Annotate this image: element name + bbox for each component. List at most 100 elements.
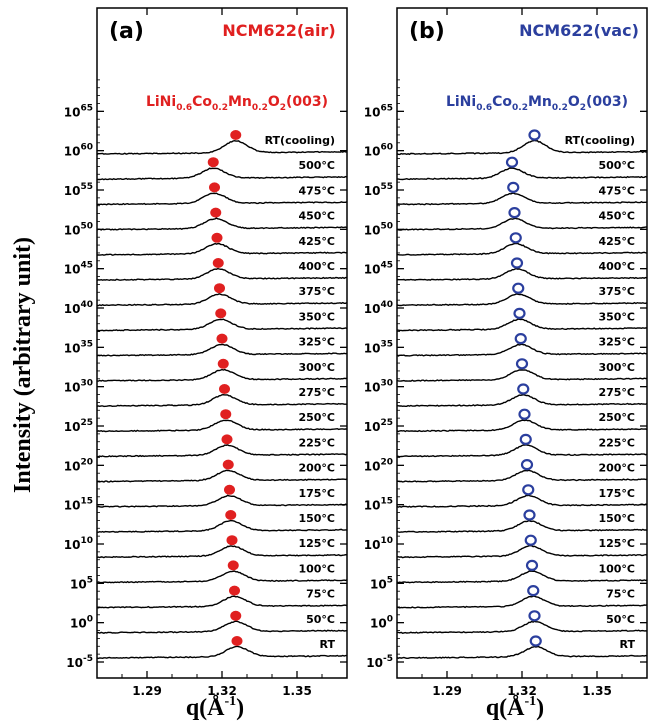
y-tick-base: 10 xyxy=(64,538,81,552)
peak-marker xyxy=(230,610,242,621)
peak-marker xyxy=(225,510,237,520)
y-tick-exp: 30 xyxy=(380,379,393,389)
peak-marker xyxy=(211,232,223,243)
peak-marker xyxy=(222,459,234,470)
series-label: 275°C xyxy=(598,386,635,399)
peak-label-part: 2 xyxy=(580,103,586,113)
peak-label-part: Co xyxy=(492,94,512,110)
series-label: 375°C xyxy=(598,285,635,298)
x-tick-label: 1.35 xyxy=(582,684,612,698)
peak-label-part: 0.6 xyxy=(176,103,192,113)
xrd-curve xyxy=(97,519,347,533)
y-tick-base: 10 xyxy=(64,184,81,198)
series-label: 450°C xyxy=(598,210,635,223)
y-tick-base: 10 xyxy=(64,145,81,159)
xrd-curve xyxy=(96,494,348,508)
x-axis-label-close: ) xyxy=(536,695,544,721)
peak-marker xyxy=(219,384,230,394)
xrd-curve xyxy=(96,570,348,584)
series-label: RT(cooling) xyxy=(565,134,635,147)
y-tick-label: 10-5 xyxy=(366,654,393,670)
series-label: 175°C xyxy=(298,487,335,500)
y-tick-exp: 10 xyxy=(380,536,393,546)
y-tick-label: 1045 xyxy=(64,261,93,277)
y-tick-base: 10 xyxy=(364,105,381,119)
peak-marker xyxy=(212,258,224,268)
xrd-curve xyxy=(396,519,648,534)
series-label: 500°C xyxy=(298,159,335,172)
y-tick-exp: 0 xyxy=(87,615,93,625)
y-tick-base: 10 xyxy=(364,499,381,513)
peak-label-part: 0.6 xyxy=(476,103,492,113)
panel-label: (a) xyxy=(109,19,144,44)
xrd-curve xyxy=(396,645,648,659)
peak-marker xyxy=(519,433,532,445)
x-tick-label: 1.32 xyxy=(507,684,537,698)
y-tick-base: 10 xyxy=(364,302,381,316)
series-label: RT(cooling) xyxy=(265,134,335,147)
peak-label-part: Co xyxy=(192,94,212,110)
peak-label-part: Mn xyxy=(228,94,252,110)
series-label: 450°C xyxy=(298,210,335,223)
xrd-curve xyxy=(396,167,648,181)
xrd-curve xyxy=(96,242,348,256)
xrd-curve xyxy=(396,192,648,206)
series-label: 275°C xyxy=(298,386,335,399)
y-tick-base: 10 xyxy=(66,656,83,670)
y-tick-base: 10 xyxy=(364,341,381,355)
y-tick-label: 1035 xyxy=(364,339,393,355)
y-tick-label: 1010 xyxy=(364,536,393,552)
peak-marker xyxy=(224,484,235,495)
peak-marker xyxy=(210,207,222,218)
y-tick-base: 10 xyxy=(64,381,81,395)
y-tick-exp: 65 xyxy=(380,103,393,113)
xrd-curve xyxy=(396,419,648,433)
peak-marker xyxy=(522,484,535,496)
x-tick-label: 1.29 xyxy=(432,684,462,698)
peak-marker xyxy=(207,157,219,168)
peak-marker xyxy=(209,182,220,193)
y-tick-label: 1050 xyxy=(64,221,93,237)
peak-label-part: 0.2 xyxy=(512,103,528,113)
series-label: 225°C xyxy=(298,436,335,449)
y-tick-label: 1025 xyxy=(364,418,393,434)
peak-marker xyxy=(528,129,541,141)
x-axis-label-close: ) xyxy=(236,695,244,721)
y-tick-exp: 5 xyxy=(387,575,393,585)
peak-marker xyxy=(507,181,520,193)
peak-label-part: Mn xyxy=(528,94,552,110)
xrd-curve xyxy=(396,595,648,609)
y-tick-base: 10 xyxy=(364,184,381,198)
y-tick-exp: 50 xyxy=(380,221,393,231)
xrd-curve xyxy=(96,393,347,408)
xrd-curve xyxy=(396,318,648,332)
y-tick-exp: 50 xyxy=(80,221,93,231)
peak-label: LiNi0.6Co0.2Mn0.2O2(003) xyxy=(146,94,328,113)
peak-marker xyxy=(221,434,233,445)
series-label: 425°C xyxy=(298,235,335,248)
peak-marker xyxy=(217,358,229,369)
peak-marker xyxy=(505,156,519,168)
series-label: 200°C xyxy=(598,462,635,475)
series-label: 300°C xyxy=(598,361,635,374)
y-tick-exp: 20 xyxy=(380,457,393,467)
peak-marker xyxy=(525,559,539,572)
peak-label-part: LiNi xyxy=(146,94,176,110)
series-label: 125°C xyxy=(598,537,635,550)
xrd-curve xyxy=(96,318,348,332)
xrd-curve xyxy=(96,545,348,559)
peak-marker xyxy=(524,534,537,546)
series-label: RT xyxy=(620,638,636,651)
xrd-curve xyxy=(396,293,648,307)
y-tick-exp: 35 xyxy=(380,339,393,349)
y-tick-base: 10 xyxy=(64,420,81,434)
series-label: 75°C xyxy=(306,588,335,601)
series-label: 325°C xyxy=(598,336,635,349)
y-tick-exp: 45 xyxy=(80,261,93,271)
x-axis-label-main: q(Å xyxy=(186,695,225,721)
y-tick-exp: 25 xyxy=(380,418,393,428)
y-tick-exp: 10 xyxy=(80,536,93,546)
y-tick-label: 1035 xyxy=(64,339,93,355)
peak-marker xyxy=(230,130,242,140)
y-tick-label: 1065 xyxy=(364,103,393,119)
